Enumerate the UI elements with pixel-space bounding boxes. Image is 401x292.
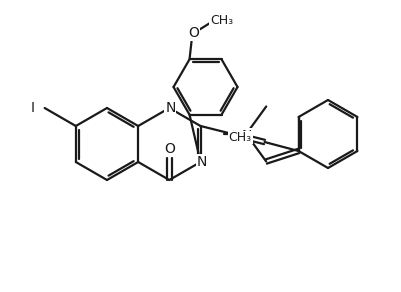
Text: CH₃: CH₃: [209, 14, 233, 27]
Text: O: O: [164, 142, 174, 156]
Text: N: N: [165, 101, 175, 115]
Text: CH₃: CH₃: [228, 131, 251, 145]
Text: I: I: [30, 101, 34, 115]
Text: N: N: [241, 129, 252, 143]
Text: N: N: [196, 155, 206, 169]
Text: O: O: [188, 26, 198, 40]
